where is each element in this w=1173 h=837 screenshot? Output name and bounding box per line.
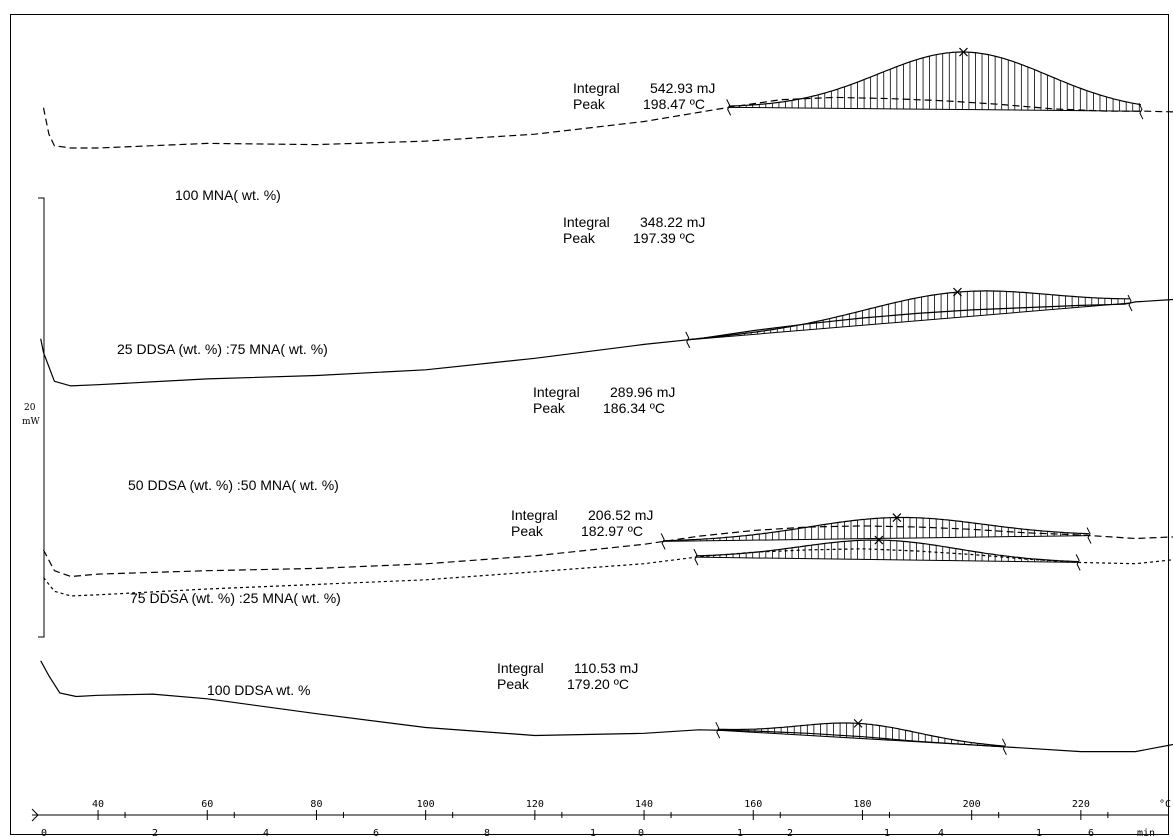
time-unit-label: min <box>1137 828 1155 837</box>
time-tick-label: 0 <box>41 828 47 837</box>
curve-series-2 <box>40 298 1173 387</box>
x-tick-label: 60 <box>201 799 213 810</box>
peak-marker <box>853 718 863 728</box>
integral-value: 110.53 mJ <box>574 660 638 676</box>
integral-label: Integral <box>563 214 610 230</box>
time-tick-label: 1 <box>884 828 890 837</box>
series-label-5: 100 DDSA wt. % <box>207 682 311 698</box>
x-tick-label: 100 <box>417 799 435 810</box>
peak-marker <box>953 287 962 297</box>
peak-label: Peak <box>533 400 566 416</box>
series-label-3: 50 DDSA (wt. %) :50 MNA( wt. %) <box>128 477 339 493</box>
x-tick-label: 40 <box>92 799 104 810</box>
peak-value: 179.20 ºC <box>567 676 629 692</box>
time-tick-label: 8 <box>484 828 490 837</box>
peak-value: 198.47 ºC <box>643 96 705 112</box>
peak-outline-3 <box>663 516 1090 542</box>
peak-outline-4 <box>695 539 1079 563</box>
peak-value: 197.39 ºC <box>633 230 695 246</box>
time-tick-label: 4 <box>938 828 944 837</box>
time-tick-label: 1 <box>590 828 596 837</box>
time-tick-label: 6 <box>1088 828 1094 837</box>
integral-value: 289.96 mJ <box>610 384 675 400</box>
x-tick-label: 220 <box>1072 799 1090 810</box>
x-tick-label: 200 <box>963 799 981 810</box>
integration-end-marker <box>1138 102 1144 120</box>
peak-value: 182.97 ºC <box>581 523 643 539</box>
x-tick-label: 160 <box>744 799 762 810</box>
curve-series-5 <box>40 660 1173 753</box>
peak-marker <box>874 535 884 545</box>
integration-end-marker <box>1086 527 1092 544</box>
series-label-1: 100 MNA( wt. %) <box>175 187 281 203</box>
curve-series-1 <box>42 96 1173 149</box>
integration-baseline-5 <box>717 729 1005 748</box>
curve-series-3 <box>42 525 1173 578</box>
integration-start-marker <box>660 533 666 550</box>
x-axis-start-marker <box>31 808 39 822</box>
peak-value: 186.34 ºC <box>603 400 665 416</box>
series-label-2: 25 DDSA (wt. %) :75 MNA( wt. %) <box>117 341 328 357</box>
integral-label: Integral <box>497 660 544 676</box>
integral-label: Integral <box>573 80 620 96</box>
integral-value: 542.93 mJ <box>650 80 715 96</box>
integration-end-marker <box>1127 294 1133 312</box>
peak-label: Peak <box>563 230 596 246</box>
x-tick-label: 120 <box>526 799 544 810</box>
integration-baseline-3 <box>663 535 1090 542</box>
peak-label: Peak <box>497 676 530 692</box>
scale-bar <box>38 197 45 638</box>
integration-baseline-1 <box>728 106 1141 112</box>
time-tick-label: 4 <box>263 828 269 837</box>
series-label-4: 75 DDSA (wt. %) :25 MNA( wt. %) <box>130 590 341 606</box>
peak-label: Peak <box>573 96 606 112</box>
time-tick-label: 6 <box>373 828 379 837</box>
integral-label: Integral <box>533 384 580 400</box>
x-unit-label: °C <box>1159 799 1171 810</box>
integration-start-marker <box>726 99 732 116</box>
peak-label: Peak <box>511 523 544 539</box>
integration-start-marker <box>693 548 699 566</box>
scale-bar-unit: mW <box>22 417 41 427</box>
x-tick-label: 140 <box>635 799 653 810</box>
scale-bar-value: 20 <box>24 403 36 413</box>
x-tick-label: 80 <box>310 799 322 810</box>
integration-baseline-2 <box>687 302 1131 341</box>
time-tick-label: 1 <box>737 828 743 837</box>
time-tick-label: 0 <box>638 828 644 837</box>
integral-value: 206.52 mJ <box>588 507 653 523</box>
x-tick-label: 180 <box>853 799 871 810</box>
integration-start-marker <box>715 721 721 739</box>
time-tick-label: 2 <box>152 828 158 837</box>
time-tick-label: 2 <box>787 828 793 837</box>
time-tick-label: 1 <box>1036 828 1042 837</box>
peak-outline-5 <box>717 722 1005 747</box>
integral-value: 348.22 mJ <box>640 214 705 230</box>
peak-marker <box>892 513 902 522</box>
integration-end-marker <box>1075 554 1081 571</box>
peak-outline-2 <box>687 290 1130 341</box>
peak-outline-1 <box>728 51 1142 107</box>
integral-label: Integral <box>511 507 558 523</box>
integration-start-marker <box>685 331 691 349</box>
peak-marker <box>959 47 968 57</box>
integration-end-marker <box>1001 738 1007 756</box>
